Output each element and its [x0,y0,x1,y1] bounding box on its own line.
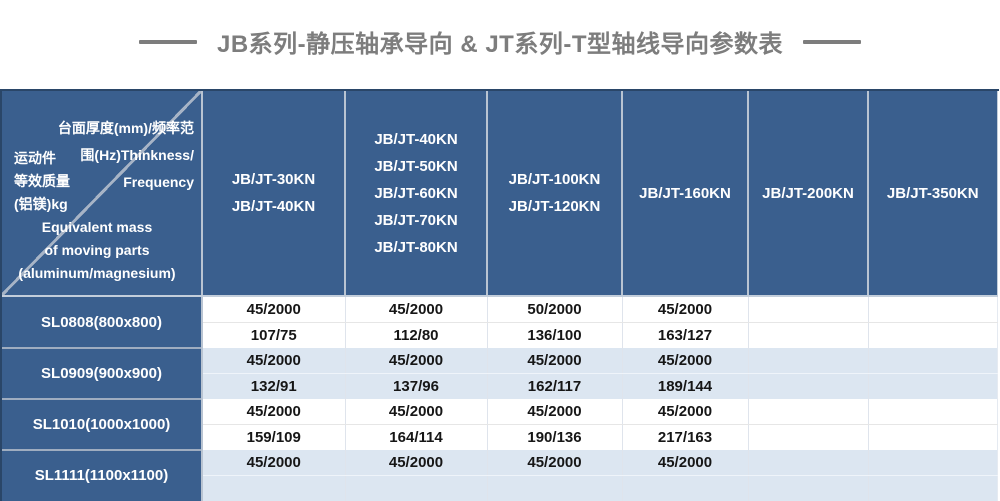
column-header-200kn: JB/JT-200KN [748,91,869,297]
data-cell: 50/2000 [487,296,623,323]
data-cell: 45/2000 [202,348,346,374]
corner-line: 围(Hz)Thinkness/ [80,147,194,163]
data-cell [748,450,869,476]
data-cell: 189/144 [622,373,749,399]
corner-line: of moving parts [44,242,150,258]
data-cell: 45/2000 [622,399,749,425]
corner-top-right-label: 台面厚度(mm)/频率范 围(Hz)Thinkness/ Frequency [58,115,194,196]
data-cell [202,475,346,501]
data-cell: 45/2000 [345,399,488,425]
table-row: SL1111(1100x1100) 45/2000 45/2000 45/200… [2,449,998,501]
corner-line: 运动件 [14,150,56,166]
title-dash-right [803,39,861,44]
column-header-line: JB/JT-50KN [374,157,458,175]
data-cell: 45/2000 [202,296,346,323]
data-cell: 45/2000 [622,450,749,476]
column-header-line: JB/JT-200KN [762,184,854,202]
data-cell: 45/2000 [622,296,749,323]
data-cell [868,475,998,501]
data-cell [748,475,869,501]
column-header-line: JB/JT-40KN [374,130,458,148]
page-title: JB系列-静压轴承导向 & JT系列-T型轴线导向参数表 [0,24,1000,59]
data-cell [748,296,869,323]
data-cell [748,348,869,374]
page-title-text: JB系列-静压轴承导向 & JT系列-T型轴线导向参数表 [217,31,783,58]
data-cell: 45/2000 [202,399,346,425]
data-cell [868,322,998,348]
corner-bottom-left-label: 运动件 等效质量 (铝镁)kg Equivalent mass of movin… [4,147,190,285]
table-row: SL0909(900x900) 45/2000 45/2000 45/2000 … [2,347,998,399]
corner-line: Equivalent mass [41,219,153,235]
data-cell: 136/100 [487,322,623,348]
row-label-sl0909: SL0909(900x900) [2,347,203,399]
column-header-line: JB/JT-30KN [231,171,316,188]
data-cell: 45/2000 [202,450,346,476]
data-cell: 162/117 [487,373,623,399]
table-row: 159/109 164/114 190/136 217/163 [2,424,998,450]
data-cell [748,424,869,450]
data-cell [748,373,869,399]
row-label-sl0808: SL0808(800x800) [2,296,203,348]
table-row: 132/91 137/96 162/117 189/144 [2,373,998,399]
data-cell: 45/2000 [487,348,623,374]
corner-line: Frequency [123,174,194,190]
corner-header-cell: 台面厚度(mm)/频率范 围(Hz)Thinkness/ Frequency 运… [2,91,203,297]
data-cell [868,348,998,374]
data-cell: 45/2000 [345,450,488,476]
table-row: SL0808(800x800) 45/2000 45/2000 50/2000 … [2,296,998,348]
data-cell: 132/91 [202,373,346,399]
column-header-100-120kn: JB/JT-100KN JB/JT-120KN [487,91,623,297]
data-cell: 45/2000 [622,348,749,374]
column-header-line: JB/JT-40KN [231,198,316,215]
data-cell [748,399,869,425]
data-cell: 217/163 [622,424,749,450]
data-cell [345,475,488,501]
table-header-row: 台面厚度(mm)/频率范 围(Hz)Thinkness/ Frequency 运… [2,91,998,297]
corner-line: 等效质量 [14,173,70,189]
data-cell: 107/75 [202,322,346,348]
column-header-line: JB/JT-350KN [886,184,979,202]
data-cell: 164/114 [345,424,488,450]
row-label-sl1010: SL1010(1000x1000) [2,398,203,450]
data-cell: 45/2000 [487,399,623,425]
corner-line: (aluminum/magnesium) [18,265,176,281]
data-cell [748,322,869,348]
data-cell [868,399,998,425]
data-cell [868,424,998,450]
data-cell [622,475,749,501]
data-cell: 137/96 [345,373,488,399]
column-header-line: JB/JT-80KN [374,238,458,256]
corner-line: 台面厚度(mm)/频率范 [57,120,194,136]
data-cell [868,373,998,399]
data-cell: 190/136 [487,424,623,450]
data-cell: 45/2000 [345,296,488,323]
column-header-350kn: JB/JT-350KN [868,91,998,297]
parameters-table-wrapper: 台面厚度(mm)/频率范 围(Hz)Thinkness/ Frequency 运… [0,89,999,501]
data-cell: 163/127 [622,322,749,348]
data-cell: 45/2000 [345,348,488,374]
table-row: SL1010(1000x1000) 45/2000 45/2000 45/200… [2,398,998,450]
column-header-30-40kn: JB/JT-30KN JB/JT-40KN [202,91,346,297]
column-header-160kn: JB/JT-160KN [622,91,749,297]
data-cell [487,475,623,501]
column-header-line: JB/JT-120KN [508,198,601,215]
parameters-table: 台面厚度(mm)/频率范 围(Hz)Thinkness/ Frequency 运… [2,91,998,501]
column-header-line: JB/JT-160KN [639,184,731,202]
data-cell: 45/2000 [487,450,623,476]
data-cell [868,296,998,323]
column-header-40-80kn: JB/JT-40KN JB/JT-50KN JB/JT-60KN JB/JT-7… [345,91,488,297]
data-cell [868,450,998,476]
corner-line: (铝镁)kg [14,196,68,212]
row-label-sl1111: SL1111(1100x1100) [2,449,203,501]
column-header-line: JB/JT-70KN [374,211,458,229]
data-cell: 112/80 [345,322,488,348]
table-row: 107/75 112/80 136/100 163/127 [2,322,998,348]
column-header-line: JB/JT-60KN [374,184,458,202]
data-cell: 159/109 [202,424,346,450]
column-header-line: JB/JT-100KN [508,171,601,188]
title-dash-left [139,39,197,44]
